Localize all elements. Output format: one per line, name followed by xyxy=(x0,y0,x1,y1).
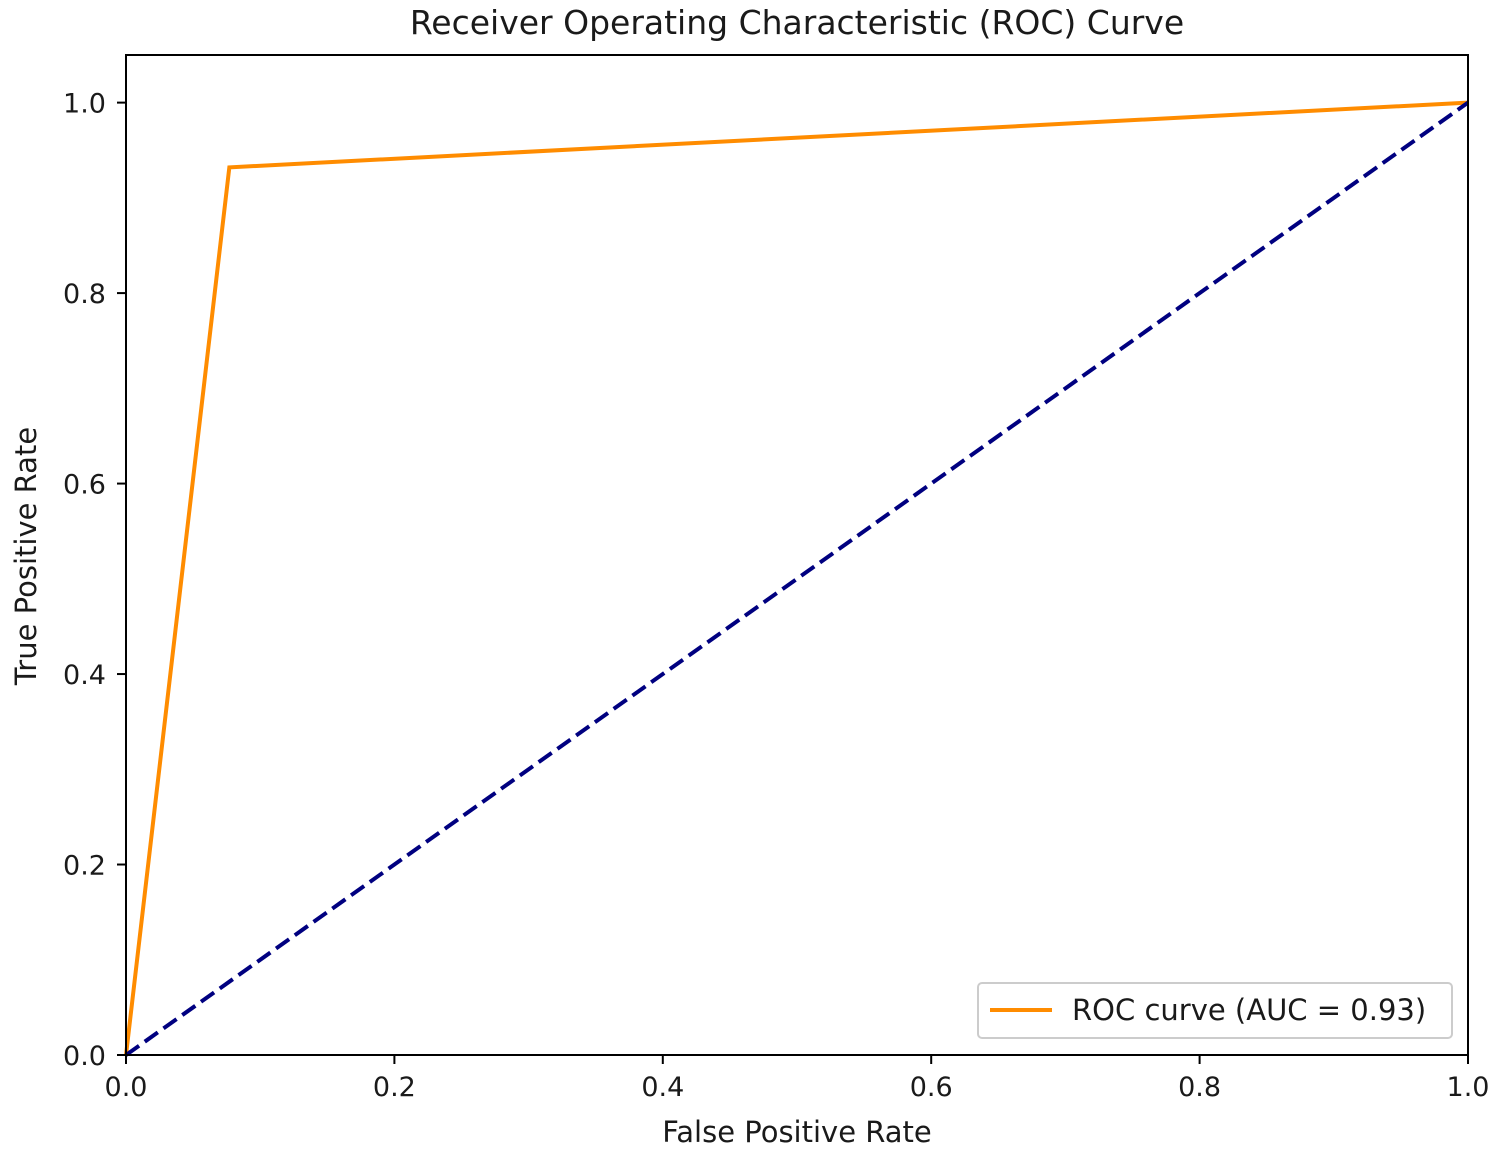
chart-title: Receiver Operating Characteristic (ROC) … xyxy=(410,3,1184,42)
x-tick-label: 0.2 xyxy=(373,1072,416,1103)
x-tick-label: 0.6 xyxy=(910,1072,953,1103)
y-tick-label: 0.0 xyxy=(63,1041,106,1072)
y-tick-label: 0.4 xyxy=(63,660,106,691)
series-line-chance-diagonal xyxy=(124,100,1470,1057)
x-tick-label: 0.4 xyxy=(641,1072,684,1103)
x-tick-label: 0.8 xyxy=(1178,1072,1221,1103)
y-axis: 0.0 0.2 0.4 0.6 0.8 1.0 xyxy=(63,89,126,1072)
plot-frame xyxy=(125,54,1469,1056)
series-line-roc-curve xyxy=(124,100,1469,1056)
y-tick-label: 0.6 xyxy=(63,470,106,501)
y-tick-label: 0.2 xyxy=(63,851,106,882)
legend: ROC curve (AUC = 0.93) xyxy=(977,982,1453,1039)
x-axis-label: False Positive Rate xyxy=(662,1115,932,1149)
y-axis-label: True Positive Rate xyxy=(9,427,43,686)
y-tick-label: 1.0 xyxy=(63,89,106,120)
x-tick-label: 1.0 xyxy=(1447,1072,1490,1103)
x-axis: 0.0 0.2 0.4 0.6 0.8 1.0 xyxy=(105,1055,1490,1103)
legend-box xyxy=(977,982,1453,1039)
plot-area xyxy=(124,100,1470,1057)
x-tick-label: 0.0 xyxy=(105,1072,148,1103)
legend-label-roc-curve: ROC curve (AUC = 0.93) xyxy=(1072,993,1426,1027)
y-tick-label: 0.8 xyxy=(63,279,106,310)
